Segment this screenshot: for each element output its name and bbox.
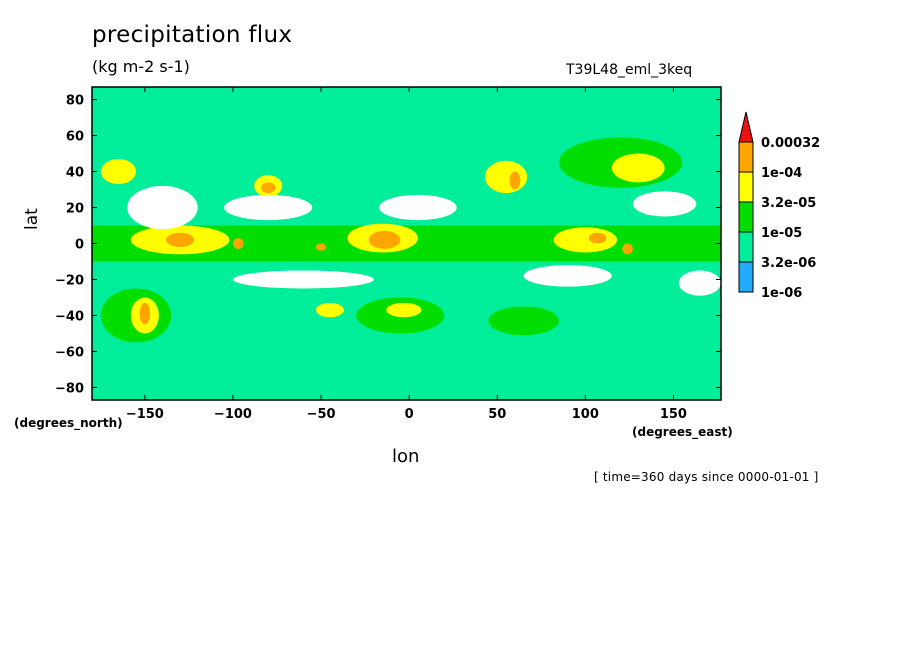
colorbar-swatch xyxy=(738,201,754,233)
colorbar-swatch xyxy=(738,141,754,173)
y-tick-label: −20 xyxy=(55,273,84,288)
field-blob xyxy=(678,270,721,296)
field-blob xyxy=(553,227,618,253)
x-axis-label: lon xyxy=(392,446,420,467)
y-tick-label: 20 xyxy=(66,202,84,217)
field-blob xyxy=(315,302,344,318)
field-blob xyxy=(632,191,697,217)
field-blob xyxy=(379,194,457,221)
field-blob xyxy=(488,306,559,336)
field-blob xyxy=(611,153,665,183)
y-tick-label: −40 xyxy=(55,309,84,324)
colorbar-label: 1e-05 xyxy=(761,226,802,241)
field-blob xyxy=(166,232,195,248)
x-units-note: (degrees_east) xyxy=(632,425,733,439)
chart-units: (kg m-2 s-1) xyxy=(92,57,190,76)
field-blob xyxy=(232,238,244,249)
time-note: [ time=360 days since 0000-01-01 ] xyxy=(594,470,819,484)
field-blob xyxy=(368,230,401,249)
field-blob xyxy=(588,232,607,244)
x-axis-ticks: −150 −100 −50 0 50 100 150 xyxy=(126,87,687,422)
x-tick-label: 0 xyxy=(405,407,414,422)
x-tick-label: −50 xyxy=(307,407,336,422)
y-tick-label: 40 xyxy=(66,166,84,181)
x-tick-label: 150 xyxy=(660,407,687,422)
field-blob xyxy=(127,185,198,230)
y-tick-label: −80 xyxy=(55,381,84,396)
field-blob xyxy=(509,171,521,190)
colorbar-swatch xyxy=(738,231,754,263)
colorbar-swatch xyxy=(738,261,754,293)
colorbar-label: 0.00032 xyxy=(761,136,820,151)
field-blob xyxy=(315,243,327,251)
y-tick-label: 80 xyxy=(66,94,84,109)
colorbar-label: 3.2e-05 xyxy=(761,196,816,211)
field-blob xyxy=(622,243,633,255)
y-tick-label: −60 xyxy=(55,345,84,360)
y-units-note: (degrees_north) xyxy=(14,416,123,430)
x-tick-label: −100 xyxy=(214,407,252,422)
y-tick-label: 60 xyxy=(66,130,84,145)
field-blob xyxy=(100,158,137,185)
field-blob xyxy=(523,265,612,287)
x-tick-label: 100 xyxy=(572,407,599,422)
colorbar-label: 1e-06 xyxy=(761,286,802,301)
field-blob xyxy=(484,160,528,194)
field-blob xyxy=(386,302,422,318)
colorbar-triangle xyxy=(738,111,754,143)
field-blob xyxy=(232,270,374,289)
y-axis-ticks: 80 60 40 20 0 −20 −40 −60 −80 xyxy=(55,94,721,396)
colorbar-legend: 0.00032 1e-04 3.2e-05 1e-05 3.2e-06 1e-06 xyxy=(738,111,820,301)
x-tick-label: 50 xyxy=(488,407,506,422)
field-blob xyxy=(224,194,313,221)
colorbar-swatch xyxy=(738,171,754,203)
field-blob xyxy=(261,182,276,194)
colorbar-label: 3.2e-06 xyxy=(761,256,816,271)
run-identifier: T39L48_eml_3keq xyxy=(566,62,693,78)
chart-title: precipitation flux xyxy=(92,22,293,48)
colorbar-label: 1e-04 xyxy=(761,166,802,181)
y-tick-label: 0 xyxy=(75,238,84,253)
field-blob xyxy=(139,302,151,325)
precipitation-field xyxy=(92,87,721,400)
x-tick-label: −150 xyxy=(126,407,164,422)
